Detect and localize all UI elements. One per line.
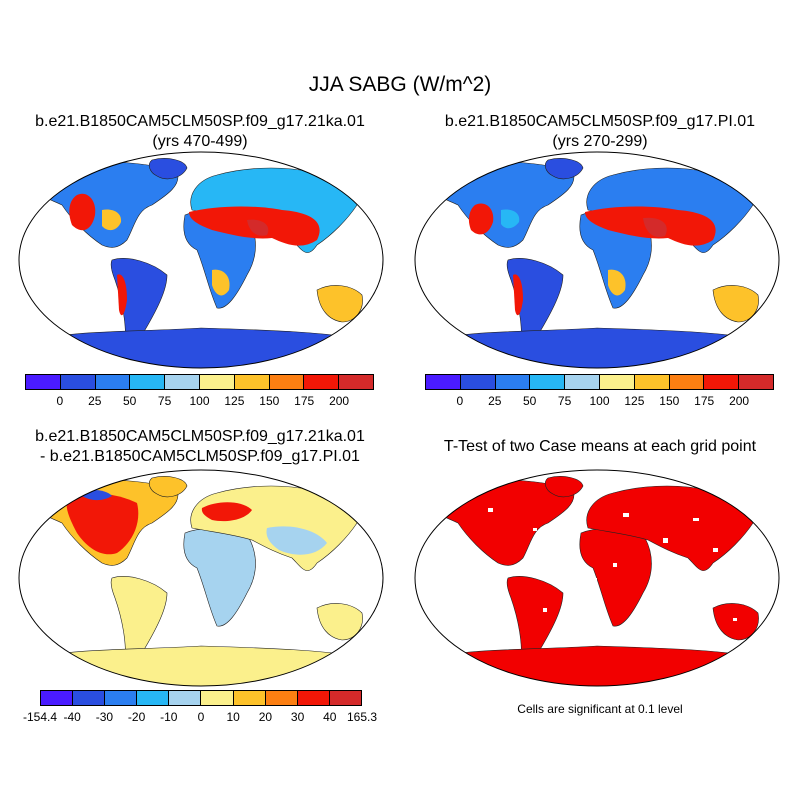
colorbar-swatch: [669, 375, 705, 389]
colorbar-tick-label: 0: [456, 394, 464, 408]
region-central-asia: [266, 526, 327, 555]
colorbar-tick-label: 30: [290, 710, 305, 724]
region-east-us: [501, 209, 520, 229]
colorbar-tick-label: 150: [259, 394, 280, 408]
panel2-title: b.e21.B1850CAM5CLM50SP.f09_g17.PI.01 (yr…: [405, 112, 795, 152]
colorbar-swatch: [426, 375, 461, 389]
colorbar-swatch: [130, 375, 166, 389]
panel4-map: [414, 469, 780, 687]
colorbar-tick-label: 40: [323, 710, 337, 724]
colorbar-tick-label: 50: [123, 394, 137, 408]
map-border: [414, 469, 780, 687]
colorbar-tick-label: 100: [589, 394, 610, 408]
panel4-title: T-Test of two Case means at each grid po…: [443, 438, 757, 455]
panel2-title-line1: b.e21.B1850CAM5CLM50SP.f09_g17.PI.01: [444, 113, 756, 130]
colorbar-swatch: [105, 691, 138, 705]
map-border: [18, 469, 384, 687]
colorbar-swatch: [304, 375, 340, 389]
colorbar-swatch: [704, 375, 740, 389]
colorbar-swatch: [199, 375, 235, 389]
colorbar-swatch: [169, 691, 202, 705]
region-scandinavia: [201, 502, 252, 522]
colorbar-tick-label: 125: [224, 394, 245, 408]
colorbar-swatch: [201, 691, 234, 705]
region-east-us: [102, 209, 122, 231]
region-west-us-high: [69, 193, 96, 231]
colorbar-swatch: [41, 691, 74, 705]
panel1-title-line1: b.e21.B1850CAM5CLM50SP.f09_g17.21ka.01: [35, 113, 365, 130]
panel1-title: b.e21.B1850CAM5CLM50SP.f09_g17.21ka.01 (…: [5, 112, 395, 152]
colorbar-tick-label: -30: [95, 710, 114, 724]
colorbar-swatch: [269, 375, 305, 389]
colorbar-swatch: [634, 375, 670, 389]
colorbar-tick-label: 100: [189, 394, 210, 408]
region-west-us-high: [468, 203, 494, 235]
panel2-map: [414, 151, 780, 369]
colorbar-tick-label: -10: [160, 710, 178, 724]
panel3-title-line2: - b.e21.B1850CAM5CLM50SP.f09_g17.PI.01: [40, 448, 360, 465]
colorbar-tick-label: 200: [329, 394, 350, 408]
map-border: [18, 151, 384, 369]
colorbar-tick-label: 150: [659, 394, 680, 408]
colorbar-tick-label: 200: [729, 394, 750, 408]
colorbar-swatch: [599, 375, 635, 389]
colorbar-swatch: [165, 375, 200, 389]
insignificant-cells: [488, 508, 737, 621]
significance-note: Cells are significant at 0.1 level: [517, 702, 683, 716]
panel2-title-line2: (yrs 270-299): [552, 133, 648, 150]
colorbar-tick-label: -40: [63, 710, 81, 724]
colorbar-swatch: [26, 375, 61, 389]
region-arabia-peak: [247, 219, 269, 236]
colorbar-swatch: [95, 375, 131, 389]
colorbar-swatch: [460, 375, 496, 389]
colorbar-swatch: [233, 691, 266, 705]
colorbar-tick-label: -154.4: [22, 710, 58, 724]
colorbar-tick-label: -20: [127, 710, 146, 724]
colorbar-tick-label: 50: [523, 394, 537, 408]
colorbar-tick-label: 0: [197, 710, 205, 724]
colorbar-swatch: [565, 375, 600, 389]
colorbar-swatch: [339, 375, 373, 389]
colorbar-tick-label: 20: [258, 710, 273, 724]
colorbar-swatch: [329, 691, 361, 705]
colorbar-tick-label: 10: [226, 710, 240, 724]
panel3-title: b.e21.B1850CAM5CLM50SP.f09_g17.21ka.01 -…: [5, 427, 395, 467]
region-arabia-peak: [643, 217, 667, 238]
colorbar-swatch: [495, 375, 531, 389]
colorbar-panel1: [25, 374, 374, 390]
colorbar-swatch: [73, 691, 106, 705]
colorbar-swatch: [137, 691, 170, 705]
colorbar-panel2: [425, 374, 774, 390]
colorbar-tick-label: 0: [56, 394, 64, 408]
panel1-title-line2: (yrs 470-499): [152, 133, 248, 150]
region-south-africa: [608, 269, 626, 296]
colorbar-tick-label: 25: [88, 394, 102, 408]
panel1-map: [18, 151, 384, 369]
colorbar-tick-label: 175: [694, 394, 715, 408]
colorbar-tick-label: 75: [557, 394, 572, 408]
colorbar-swatch: [60, 375, 96, 389]
panel3-map: [18, 469, 384, 687]
colorbar-swatch: [234, 375, 270, 389]
colorbar-tick-label: 165.3: [346, 710, 378, 724]
colorbar-tick-label: 125: [624, 394, 645, 408]
colorbar-swatch: [265, 691, 298, 705]
colorbar-tick-label: 75: [157, 394, 172, 408]
colorbar-tick-label: 175: [294, 394, 315, 408]
panel3-title-line1: b.e21.B1850CAM5CLM50SP.f09_g17.21ka.01: [35, 428, 365, 445]
colorbar-swatch: [297, 691, 330, 705]
figure-title: JJA SABG (W/m^2): [308, 73, 492, 96]
colorbar-swatch: [530, 375, 566, 389]
colorbar-tick-label: 25: [488, 394, 502, 408]
colorbar-swatch: [739, 375, 773, 389]
region-south-africa: [212, 269, 230, 296]
colorbar-panel3: [40, 690, 362, 706]
map-border: [414, 151, 780, 369]
region-andes: [117, 274, 127, 316]
region-laurentide: [66, 493, 139, 555]
region-andes: [513, 274, 523, 316]
